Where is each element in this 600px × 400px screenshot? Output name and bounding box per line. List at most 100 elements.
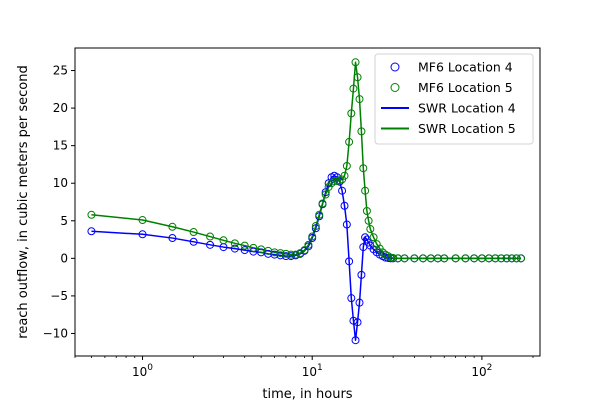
data-point xyxy=(311,224,320,233)
data-point xyxy=(461,254,470,263)
data-point xyxy=(512,254,521,263)
data-point xyxy=(168,234,177,243)
axes-frame xyxy=(74,47,541,357)
data-point xyxy=(230,239,239,248)
data-point xyxy=(347,109,356,118)
y-tick-label: 10 xyxy=(53,176,68,190)
data-point xyxy=(240,241,249,250)
data-point xyxy=(349,84,358,93)
data-point xyxy=(287,250,296,259)
y-tick-label: 20 xyxy=(53,101,68,115)
data-point xyxy=(507,254,516,263)
data-point xyxy=(357,127,366,136)
data-point xyxy=(364,216,373,225)
data-point xyxy=(349,316,358,325)
data-point xyxy=(230,244,239,253)
data-point xyxy=(419,254,428,263)
legend-label: MF6 Location 5 xyxy=(418,80,513,95)
data-point xyxy=(311,222,320,231)
axis-ticks: 100 101 102 −10 −5 0 5 10 15 20 25 xyxy=(43,64,534,379)
data-point xyxy=(366,225,375,234)
legend-label: SWR Location 4 xyxy=(418,101,516,116)
legend-box xyxy=(374,53,534,145)
data-point xyxy=(304,240,313,249)
legend: MF6 Location 4 MF6 Location 5 SWR Location… xyxy=(374,53,534,145)
y-tick-label: −10 xyxy=(43,326,68,340)
data-point xyxy=(219,236,228,245)
data-point xyxy=(491,254,500,263)
y-tick-label: 0 xyxy=(60,251,68,265)
x-tick-label: 102 xyxy=(471,363,492,379)
data-point xyxy=(138,216,147,225)
data-point xyxy=(249,243,258,252)
data-point xyxy=(342,220,351,229)
y-tick-label: 5 xyxy=(60,214,68,228)
data-point xyxy=(168,222,177,231)
x-tick-label: 101 xyxy=(302,363,323,379)
data-point xyxy=(281,249,290,258)
data-point xyxy=(361,186,370,195)
data-point xyxy=(340,201,349,210)
data-point xyxy=(87,227,96,236)
data-point xyxy=(355,298,364,307)
data-point xyxy=(270,248,279,257)
data-point xyxy=(249,247,258,256)
data-point xyxy=(308,232,317,241)
data-point xyxy=(340,171,349,180)
data-point xyxy=(342,161,351,170)
data-point xyxy=(138,230,147,239)
legend-marker xyxy=(390,83,400,92)
data-point xyxy=(347,294,356,303)
data-point xyxy=(517,254,525,263)
data-point xyxy=(338,186,347,195)
data-point xyxy=(300,246,309,255)
data-point xyxy=(470,254,479,263)
data-point xyxy=(353,318,362,327)
data-point xyxy=(351,336,360,345)
data-point xyxy=(497,254,506,263)
y-tick-label: −5 xyxy=(50,289,68,303)
data-point xyxy=(502,254,511,263)
plot-marks xyxy=(87,58,525,345)
data-point xyxy=(189,237,198,246)
data-point xyxy=(369,233,378,242)
data-point xyxy=(240,246,249,255)
data-point xyxy=(206,232,215,241)
data-point xyxy=(327,179,336,188)
data-point xyxy=(440,254,449,263)
data-point xyxy=(351,58,360,67)
data-point xyxy=(291,250,300,259)
data-point xyxy=(400,254,409,263)
data-point xyxy=(378,248,387,257)
data-point xyxy=(270,250,279,259)
data-point xyxy=(362,207,371,216)
data-point xyxy=(206,240,215,249)
data-point xyxy=(451,254,460,263)
y-tick-label: 15 xyxy=(53,139,68,153)
data-point xyxy=(359,164,368,173)
data-point xyxy=(276,249,285,258)
data-point xyxy=(87,210,96,219)
legend-label: MF6 Location 4 xyxy=(418,60,513,75)
data-point xyxy=(355,95,364,104)
y-tick-label: 25 xyxy=(53,64,68,78)
x-tick-label: 100 xyxy=(132,363,153,379)
data-point xyxy=(353,73,362,82)
y-axis-label: reach outflow, in cubic meters per secon… xyxy=(16,65,31,338)
x-axis-label: time, in hours xyxy=(262,387,352,400)
data-point xyxy=(484,254,493,263)
data-point xyxy=(315,210,324,219)
data-point xyxy=(357,270,366,279)
legend-marker xyxy=(390,62,400,72)
data-point xyxy=(433,254,442,263)
legend-label: SWR Location 5 xyxy=(418,121,516,136)
data-point xyxy=(330,176,339,185)
data-point xyxy=(389,253,398,262)
data-point xyxy=(410,254,419,263)
data-point xyxy=(345,137,354,146)
data-point xyxy=(321,190,330,199)
data-point xyxy=(189,228,198,237)
data-point xyxy=(345,257,354,266)
data-point xyxy=(318,199,327,208)
